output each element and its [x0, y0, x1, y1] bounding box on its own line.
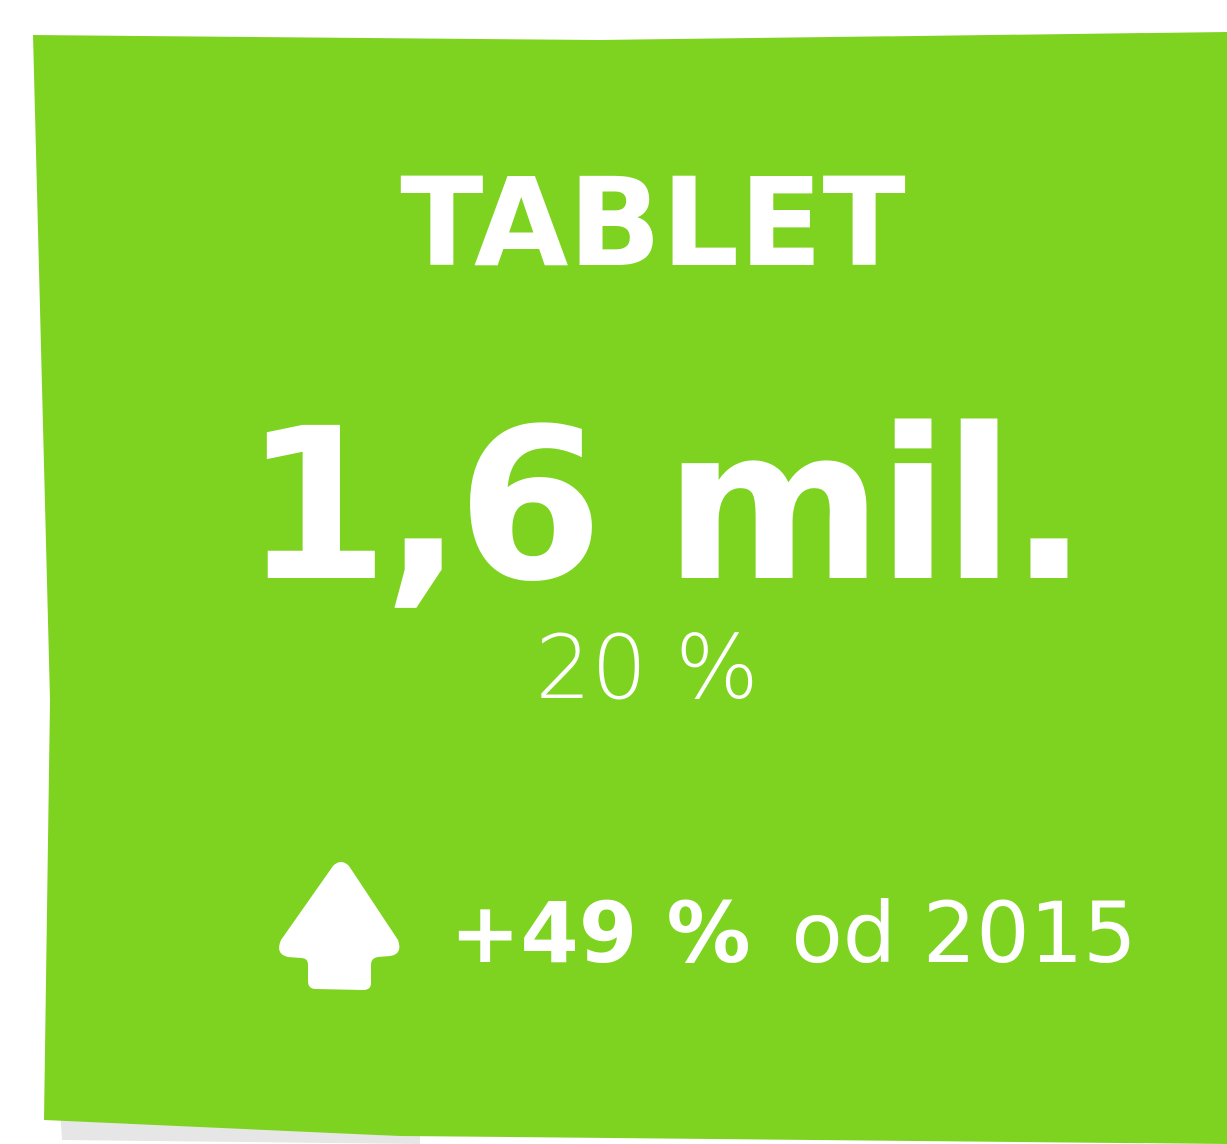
change-value: +49 % — [450, 884, 751, 982]
up-arrow-icon — [279, 862, 400, 990]
change-line: +49 % od 2015 — [450, 884, 1137, 982]
card-share: 20 % — [535, 616, 759, 719]
change-since: od 2015 — [791, 884, 1136, 982]
card-value: 1,6 mil. — [243, 383, 1083, 628]
card-title: TABLET — [400, 152, 905, 294]
card-background — [33, 32, 1227, 1144]
